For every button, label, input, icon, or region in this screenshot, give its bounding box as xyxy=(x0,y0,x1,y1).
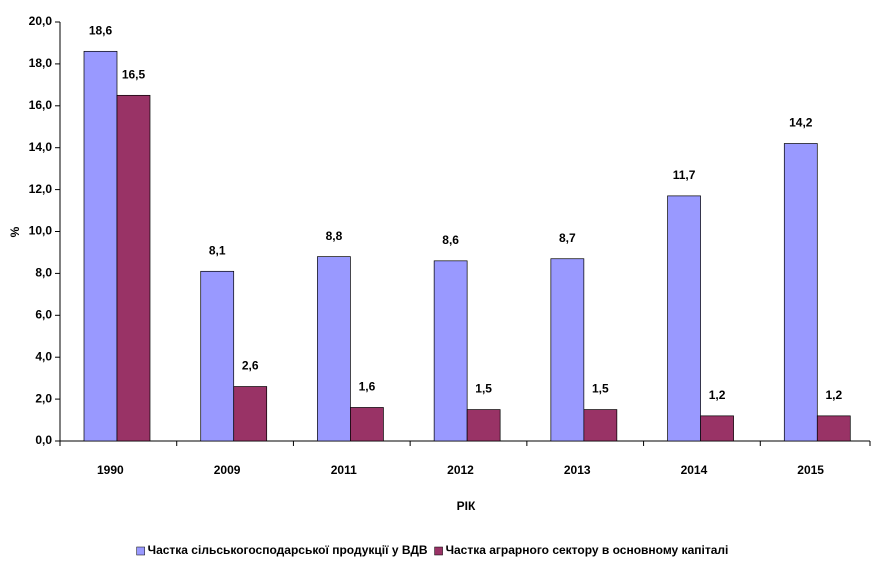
data-label: 8,8 xyxy=(326,229,343,243)
data-label: 2,6 xyxy=(242,359,259,373)
y-tick-label: 12,0 xyxy=(29,182,53,196)
bar xyxy=(350,407,384,442)
bar xyxy=(667,195,701,442)
x-tick-label: 2014 xyxy=(681,463,708,477)
x-tick-label: 2013 xyxy=(564,463,591,477)
data-label: 8,7 xyxy=(559,231,576,245)
bar xyxy=(783,143,818,442)
y-tick-label: 20,0 xyxy=(29,14,53,28)
legend-label: Частка сільськогосподарської продукції у… xyxy=(148,543,428,557)
legend-swatch xyxy=(136,546,145,556)
x-tick-label: 2012 xyxy=(447,463,474,477)
bar xyxy=(466,409,501,442)
y-tick-label: 0,0 xyxy=(35,433,52,447)
bar xyxy=(433,260,468,442)
bar xyxy=(550,258,585,442)
bar xyxy=(816,415,851,442)
data-label: 18,6 xyxy=(89,24,113,38)
y-tick-label: 4,0 xyxy=(35,349,52,363)
y-tick-label: 6,0 xyxy=(35,307,52,321)
y-tick-label: 16,0 xyxy=(29,98,53,112)
data-label: 8,1 xyxy=(209,243,226,257)
y-tick-label: 2,0 xyxy=(35,391,52,405)
bar xyxy=(200,270,235,442)
y-tick-label: 14,0 xyxy=(29,140,53,154)
data-label: 14,2 xyxy=(789,116,813,130)
x-tick-label: 2009 xyxy=(214,463,241,477)
data-label: 16,5 xyxy=(122,67,146,81)
x-tick-label: 2011 xyxy=(331,463,357,477)
bar xyxy=(583,409,618,442)
data-label: 1,2 xyxy=(825,388,842,402)
bar xyxy=(700,415,734,442)
legend-swatch xyxy=(434,546,443,556)
y-tick-label: 8,0 xyxy=(35,266,52,280)
bar xyxy=(83,50,118,442)
bar xyxy=(317,256,351,442)
x-tick-label: 1990 xyxy=(97,463,124,477)
x-axis-title: РІК xyxy=(457,499,476,513)
data-label: 1,2 xyxy=(709,388,726,402)
x-tick-label: 2015 xyxy=(797,463,824,477)
data-label: 1,5 xyxy=(475,382,492,396)
data-label: 1,5 xyxy=(592,382,609,396)
bar xyxy=(116,94,151,442)
y-tick-label: 10,0 xyxy=(29,224,53,238)
data-label: 1,6 xyxy=(359,380,376,394)
data-label: 11,7 xyxy=(673,168,696,182)
data-label: 8,6 xyxy=(442,233,459,247)
y-tick-label: 18,0 xyxy=(29,56,53,70)
legend-label: Частка аграрного сектору в основному кап… xyxy=(446,543,729,557)
y-axis-title: % xyxy=(8,226,22,237)
bar xyxy=(233,386,268,442)
